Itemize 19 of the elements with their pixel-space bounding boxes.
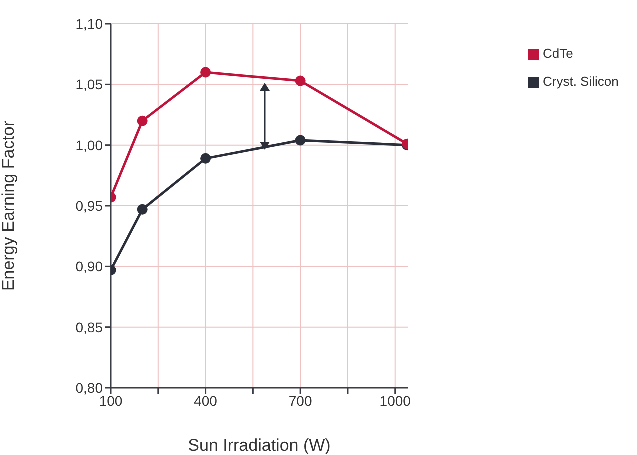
point	[200, 67, 212, 78]
y-tick-label: 0,85	[76, 319, 104, 336]
point	[200, 153, 212, 164]
point	[295, 76, 306, 86]
y-tick-label: 1,05	[76, 76, 104, 93]
y-tick-label: 0,95	[76, 198, 104, 214]
x-tick-label: 700	[288, 392, 312, 409]
y-axis-title: Energy Earning Factor	[0, 120, 18, 292]
x-axis-title: Sun Irradiation (W)	[188, 436, 331, 455]
legend-label: CdTe	[543, 46, 574, 61]
x-tick-label: 1000	[380, 392, 412, 409]
point	[295, 135, 306, 146]
legend-label: Cryst. Silicon	[543, 74, 619, 89]
x-tick-label: 400	[194, 392, 218, 409]
point	[137, 204, 148, 215]
y-tick-label: 0,90	[76, 258, 104, 275]
point	[137, 116, 148, 126]
y-tick-label: 1,10	[76, 16, 104, 32]
y-tick-label: 1,00	[76, 137, 104, 154]
